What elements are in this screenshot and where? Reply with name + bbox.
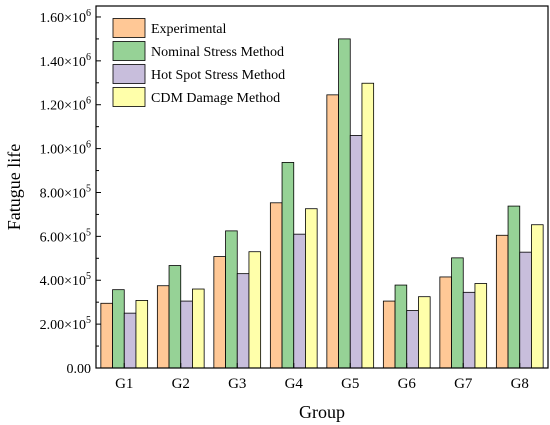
bar-g6-series-1: [382, 300, 396, 369]
bar-g3-series-1: [213, 256, 226, 369]
bar-g8-series-1: [495, 234, 509, 369]
x-tick-label: G4: [285, 376, 304, 392]
bar-g2-series-1: [156, 285, 170, 369]
x-tick-label: G3: [228, 376, 246, 392]
y-tick-label: 8.00×105: [40, 183, 91, 201]
x-tick-label: G6: [398, 376, 417, 392]
bar-g6-series-3: [406, 310, 419, 369]
y-tick-label: 0.00: [67, 362, 92, 377]
bar-g3-series-4: [248, 251, 262, 369]
bar-g7-series-1: [439, 276, 452, 369]
x-axis: G1 G2 G3 G4 G5 G6 G7 G8: [115, 363, 529, 392]
bar-g3-series-3: [236, 273, 250, 369]
bar-g1-series-3: [123, 312, 137, 369]
bar-g4-series-4: [305, 208, 318, 369]
legend-swatch: [112, 41, 146, 61]
bar-g5-series-4: [361, 82, 375, 369]
legend-label: Experimental: [151, 22, 227, 37]
x-axis-label: Group: [299, 402, 345, 422]
y-tick-label: 6.00×105: [40, 227, 91, 245]
bar-g4-series-2: [281, 162, 295, 369]
bar-g3-series-2: [225, 230, 238, 369]
x-tick-label: G7: [454, 376, 473, 392]
bar-g1-series-2: [112, 289, 125, 369]
legend-label: Nominal Stress Method: [151, 45, 284, 60]
bar-g4-series-3: [293, 233, 306, 369]
bar-g4-series-1: [269, 202, 283, 369]
x-tick-label: G5: [341, 376, 359, 392]
bar-g1-series-4: [135, 300, 149, 369]
bar-g5-series-2: [338, 38, 351, 369]
bar-g2-series-2: [168, 265, 182, 369]
bar-g8-series-3: [519, 251, 532, 369]
bar-g5-series-1: [326, 94, 339, 369]
bar-g2-series-3: [180, 300, 193, 369]
bar-g1-series-1: [100, 302, 113, 369]
bar-g8-series-2: [507, 205, 521, 369]
x-tick-label: G2: [172, 376, 190, 392]
y-tick-label: 1.00×106: [40, 140, 91, 158]
bar-g2-series-4: [192, 288, 205, 369]
plot-frame: [95, 5, 549, 369]
y-tick-label: 1.60×106: [40, 8, 91, 26]
y-tick-label: 1.40×106: [40, 52, 91, 70]
y-axis-label: Fatugue life: [4, 144, 24, 230]
bars-layer: [100, 38, 544, 369]
legend-label: Hot Spot Stress Method: [151, 68, 285, 83]
y-tick-label: 1.20×106: [40, 96, 91, 114]
legend: Experimental Nominal Stress Method Hot Spo…: [112, 18, 285, 107]
bar-g6-series-2: [394, 284, 408, 369]
bar-g8-series-4: [531, 224, 544, 369]
bar-g7-series-3: [462, 291, 476, 369]
bar-g7-series-2: [451, 257, 464, 369]
legend-swatch: [112, 18, 146, 38]
bar-g6-series-4: [418, 296, 431, 369]
x-tick-label: G8: [511, 376, 529, 392]
x-tick-label: G1: [115, 376, 133, 392]
bar-g7-series-4: [474, 283, 488, 369]
y-axis: 0.00 2.00×105 4.00×105 6.00×105 8.00×105 1.00…: [40, 8, 101, 377]
legend-swatch: [112, 64, 146, 84]
y-tick-label: 4.00×105: [40, 271, 91, 289]
legend-swatch: [112, 87, 146, 107]
legend-label: CDM Damage Method: [151, 91, 280, 106]
bar-g5-series-3: [349, 135, 363, 369]
y-tick-label: 2.00×105: [40, 315, 91, 333]
